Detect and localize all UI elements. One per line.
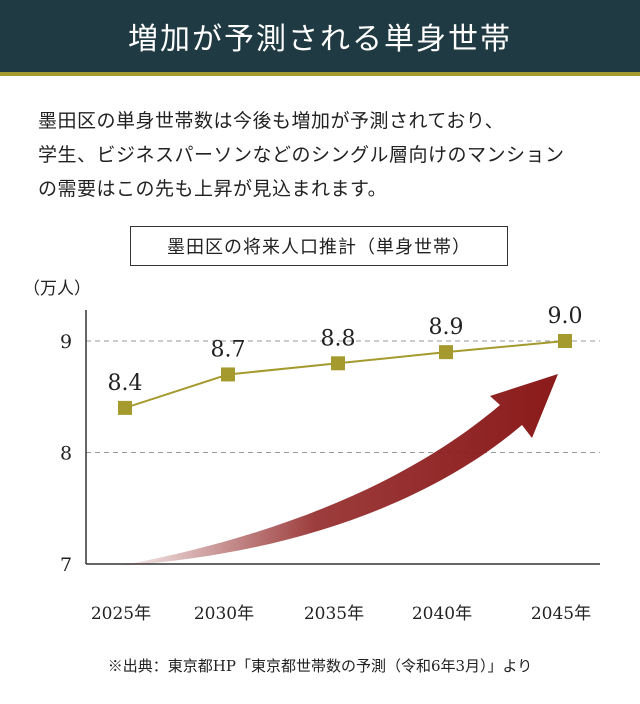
y-tick-label-7: 7: [60, 554, 72, 576]
source-note: ※出典：東京都HP「東京都世帯数の予測（令和6年3月）」より: [107, 657, 533, 675]
x-tick-label-1: 2030年: [194, 604, 254, 624]
intro-line-2: 学生、ビジネスパーソンなどのシングル層向けのマンション: [38, 144, 565, 166]
intro-line-1: 墨田区の単身世帯数は今後も増加が予測されており、: [38, 110, 505, 132]
data-point-1: [221, 367, 235, 382]
y-axis-label: （万人）: [23, 279, 91, 299]
data-point-4: [558, 334, 572, 348]
data-point-0: [118, 400, 132, 415]
data-point-2: [331, 356, 345, 371]
data-label-0: 8.4: [108, 371, 143, 396]
header-title: 増加が予測される単身世帯: [128, 22, 512, 57]
y-tick-label-9: 9: [60, 331, 72, 353]
trend-arrow-icon: [118, 374, 558, 566]
data-point-3: [439, 345, 453, 360]
header-accent-line: [0, 72, 640, 76]
data-label-4: 9.0: [548, 304, 583, 329]
data-label-3: 8.9: [429, 315, 464, 340]
x-tick-label-4: 2045年: [531, 604, 591, 624]
x-tick-label-2: 2035年: [304, 604, 364, 624]
y-tick-label-8: 8: [60, 443, 72, 465]
data-label-2: 8.8: [321, 326, 356, 351]
intro-line-3: の需要はこの先も上昇が見込まれます。: [38, 178, 388, 200]
header-banner: 増加が予測される単身世帯: [0, 0, 640, 72]
intro-text: 墨田区の単身世帯数は今後も増加が予測されており、 学生、ビジネスパーソンなどのシ…: [38, 104, 608, 206]
x-tick-label-0: 2025年: [91, 604, 151, 624]
x-tick-label-3: 2040年: [412, 604, 472, 624]
chart-title: 墨田区の将来人口推計（単身世帯）: [130, 226, 508, 266]
data-label-1: 8.7: [211, 337, 246, 362]
